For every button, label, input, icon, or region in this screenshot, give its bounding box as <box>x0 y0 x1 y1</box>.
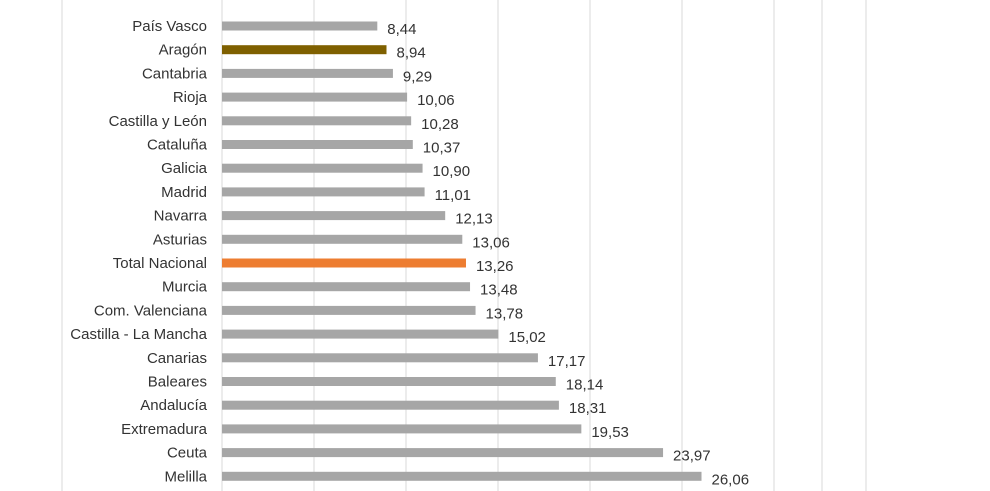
category-label-melilla: Melilla <box>164 468 207 485</box>
category-label-castilla-la-mancha: Castilla - La Mancha <box>70 326 207 343</box>
value-label-total-nacional: 13,26 <box>476 258 514 275</box>
category-label-extremadura: Extremadura <box>121 421 208 438</box>
category-label-com-valenciana: Com. Valenciana <box>94 302 208 319</box>
category-label-castilla-y-leon: Castilla y León <box>109 113 207 130</box>
category-label-navarra: Navarra <box>154 208 208 225</box>
bar-extremadura <box>222 424 582 434</box>
bar-melilla <box>222 471 702 481</box>
category-label-canarias: Canarias <box>147 350 207 367</box>
bar-asturias <box>222 234 463 244</box>
bar-castilla-y-leon <box>222 116 412 126</box>
value-label-madrid: 11,01 <box>435 187 471 204</box>
category-label-ceuta: Ceuta <box>167 445 208 462</box>
category-label-murcia: Murcia <box>162 279 208 296</box>
bar-cantabria <box>222 68 393 78</box>
value-label-cantabria: 9,29 <box>403 68 432 85</box>
category-label-baleares: Baleares <box>148 374 207 391</box>
category-label-galicia: Galicia <box>161 160 208 177</box>
bar-canarias <box>222 353 538 363</box>
value-label-castilla-la-mancha: 15,02 <box>508 329 546 346</box>
bar-total-nacional <box>222 258 466 268</box>
value-label-galicia: 10,90 <box>433 163 471 180</box>
labels: País Vasco 8,44 Aragón 8,94 Cantabria 9,29 Rio… <box>70 18 749 488</box>
bar-castilla-la-mancha <box>222 329 499 339</box>
category-label-aragon: Aragón <box>159 42 207 59</box>
category-label-asturias: Asturias <box>153 231 207 248</box>
bars <box>222 21 702 481</box>
value-label-canarias: 17,17 <box>548 353 586 370</box>
gridlines <box>61 0 867 491</box>
category-label-madrid: Madrid <box>161 184 207 201</box>
bar-pais-vasco <box>222 21 378 31</box>
category-label-rioja: Rioja <box>173 89 208 106</box>
bar-aragon <box>222 45 387 55</box>
value-label-ceuta: 23,97 <box>673 448 711 465</box>
value-label-pais-vasco: 8,44 <box>387 21 416 38</box>
bar-ceuta <box>222 448 664 458</box>
bar-murcia <box>222 282 471 292</box>
value-label-aragon: 8,94 <box>396 45 425 62</box>
category-label-cantabria: Cantabria <box>142 65 208 82</box>
category-label-cataluna: Cataluña <box>147 137 208 154</box>
bar-galicia <box>222 163 423 173</box>
bar-cataluna <box>222 140 413 149</box>
bar-baleares <box>222 377 556 386</box>
category-label-andalucia: Andalucía <box>140 397 207 414</box>
value-label-navarra: 12,13 <box>455 211 493 228</box>
category-label-total-nacional: Total Nacional <box>113 255 207 272</box>
category-label-pais-vasco: País Vasco <box>132 18 207 35</box>
bar-com-valenciana <box>222 305 476 315</box>
value-label-andalucia: 18,31 <box>569 400 607 417</box>
value-label-com-valenciana: 13,78 <box>486 305 524 322</box>
value-label-asturias: 13,06 <box>472 234 510 251</box>
bar-navarra <box>222 211 446 221</box>
value-label-rioja: 10,06 <box>417 92 455 109</box>
bar-andalucia <box>222 400 559 410</box>
bar-rioja <box>222 92 408 102</box>
value-label-baleares: 18,14 <box>566 377 604 394</box>
value-label-murcia: 13,48 <box>480 282 518 299</box>
bar-madrid <box>222 187 425 197</box>
value-label-extremadura: 19,53 <box>591 424 629 441</box>
value-label-castilla-y-leon: 10,28 <box>421 116 459 133</box>
value-label-melilla: 26,06 <box>712 471 750 488</box>
value-label-cataluna: 10,37 <box>423 140 461 157</box>
